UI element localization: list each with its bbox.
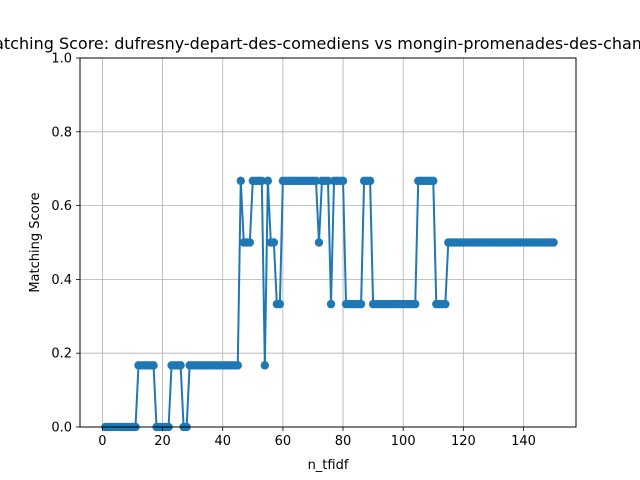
x-tick-label: 120 [451,434,476,449]
data-point [441,299,450,309]
y-tick-label: 1.0 [51,52,72,67]
y-tick-label: 0.6 [51,199,72,214]
data-point [356,299,366,309]
y-tick-label: 0.0 [51,421,72,436]
data-point [260,361,270,370]
data-point [338,176,348,186]
y-axis-label: Matching Score [28,192,43,292]
chart-title: TF-IDF Matching Score: dufresny-depart-d… [0,34,640,53]
data-point [549,238,558,247]
data-point [269,238,279,247]
data-point [236,176,245,186]
x-axis-label: n_tfidf [308,458,349,473]
data-point [323,176,333,186]
x-tick-label: 60 [275,434,292,449]
data-point [176,361,185,370]
x-tick-label: 140 [511,434,536,449]
x-tick-label: 0 [98,434,106,449]
data-point [275,299,285,309]
plot-frame [79,57,577,428]
data-point [314,238,324,247]
data-point [429,176,438,186]
series-0 [101,176,558,432]
ticks: 0 20 40 60 80 100 120 140 0.0 0.2 0.4 0.6 0.8 1.0 [51,52,536,450]
data-point [365,176,375,186]
y-tick-label: 0.2 [51,347,72,362]
data-point [326,299,336,309]
data-point [233,361,242,370]
x-tick-label: 100 [391,434,416,449]
data-point [257,176,267,186]
y-tick-label: 0.8 [51,125,72,140]
data-point [263,176,273,186]
data-point [311,176,321,186]
data-point [245,238,254,247]
data-point [411,299,420,309]
x-tick-label: 40 [214,434,231,449]
series-layer [101,176,558,432]
y-tick-label: 0.4 [51,273,72,288]
data-point [149,361,158,370]
x-tick-label: 80 [335,434,352,449]
x-tick-label: 20 [154,434,171,449]
